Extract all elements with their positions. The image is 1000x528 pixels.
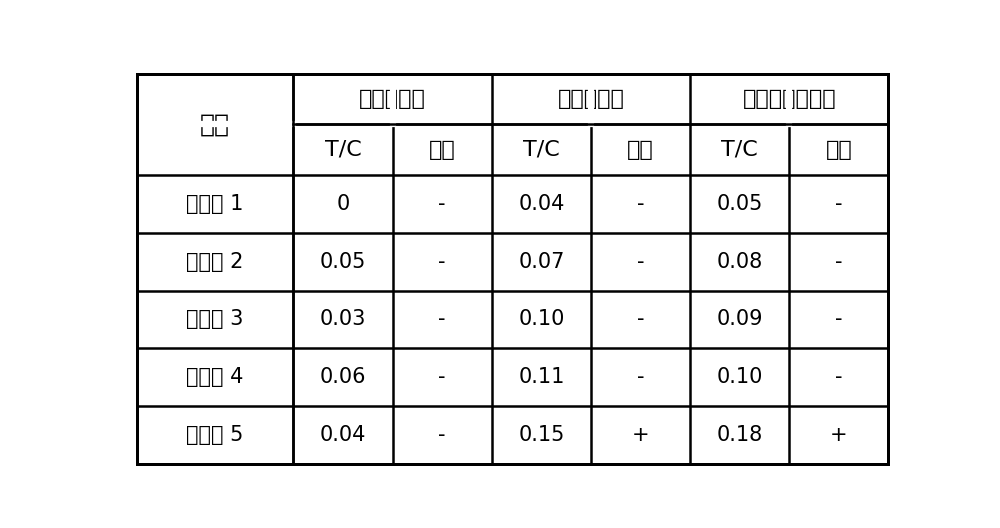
Text: -: -	[438, 309, 446, 329]
Text: T/C: T/C	[523, 139, 560, 159]
Text: -: -	[637, 309, 644, 329]
Text: +: +	[632, 425, 649, 445]
Text: -: -	[637, 194, 644, 214]
Text: 样本: 样本	[200, 112, 230, 136]
Text: 0.09: 0.09	[716, 309, 763, 329]
Text: 0.15: 0.15	[518, 425, 565, 445]
Text: 0.11: 0.11	[518, 367, 565, 387]
Text: 健康人血清: 健康人血清	[359, 89, 426, 109]
Text: 0.10: 0.10	[716, 367, 763, 387]
Text: -: -	[438, 367, 446, 387]
Text: 过敏原阳性血清: 过敏原阳性血清	[742, 89, 836, 109]
Text: 处理液 5: 处理液 5	[186, 425, 244, 445]
Text: 结果: 结果	[825, 139, 852, 159]
Text: -: -	[438, 425, 446, 445]
Text: -: -	[835, 309, 843, 329]
Text: -: -	[637, 367, 644, 387]
Text: 0.03: 0.03	[320, 309, 366, 329]
Text: 0.05: 0.05	[716, 194, 763, 214]
Text: 0.04: 0.04	[320, 425, 366, 445]
Text: 0.05: 0.05	[320, 252, 366, 271]
Text: 类风湿因子: 类风湿因子	[557, 89, 624, 109]
Text: 结果: 结果	[429, 139, 456, 159]
Text: 0.08: 0.08	[717, 252, 763, 271]
Text: 处理液 4: 处理液 4	[186, 367, 244, 387]
Text: 0.06: 0.06	[320, 367, 366, 387]
Text: 0.07: 0.07	[518, 252, 565, 271]
Text: 0: 0	[336, 194, 350, 214]
Text: -: -	[835, 367, 843, 387]
Text: -: -	[637, 252, 644, 271]
Text: 处理液 1: 处理液 1	[186, 194, 244, 214]
Text: T/C: T/C	[325, 139, 361, 159]
Text: 0.10: 0.10	[518, 309, 565, 329]
Text: T/C: T/C	[721, 139, 758, 159]
Text: -: -	[438, 194, 446, 214]
Text: -: -	[835, 252, 843, 271]
Text: -: -	[438, 252, 446, 271]
Text: -: -	[835, 194, 843, 214]
Text: 0.18: 0.18	[717, 425, 763, 445]
Text: 0.04: 0.04	[518, 194, 565, 214]
Text: 处理液 3: 处理液 3	[186, 309, 244, 329]
Text: 结果: 结果	[627, 139, 654, 159]
Text: 处理液 2: 处理液 2	[186, 252, 244, 271]
Text: +: +	[830, 425, 848, 445]
